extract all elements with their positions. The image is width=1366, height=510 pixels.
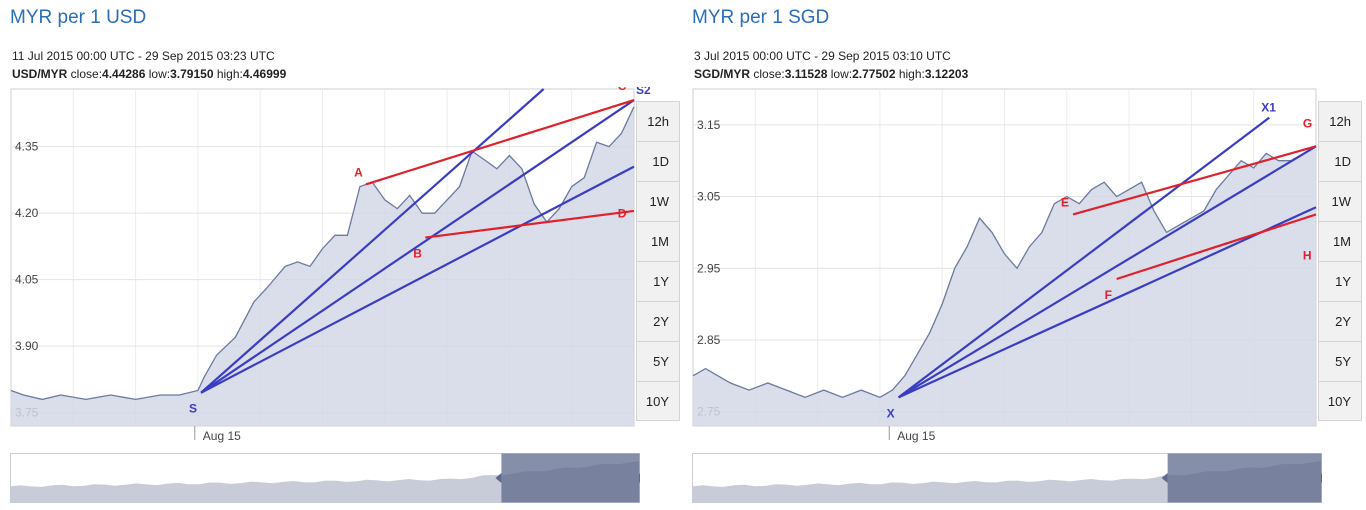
navigator-area [10,461,640,503]
navigator-handle-right [1321,473,1322,483]
y-tick-label: 3.90 [15,339,39,353]
time-button-1y[interactable]: 1Y [636,261,680,301]
low-label: low: [827,67,853,81]
time-button-1d[interactable]: 1D [636,141,680,181]
close-value: 3.11528 [784,67,828,81]
navigator-handle-left [1161,473,1168,483]
time-button-1w[interactable]: 1W [636,181,680,221]
y-tick-label: 2.85 [697,333,721,347]
y-tick-label: 4.05 [15,273,39,287]
chart-title[interactable]: MYR per 1 SGD [692,7,830,28]
trend-line [897,116,1270,399]
series-line [692,145,1317,399]
time-button-1y[interactable]: 1Y [1318,261,1362,301]
stats-line: SGD/MYR close:3.11528 low:2.77502 high:3… [694,67,968,81]
point-label: A [354,165,363,179]
time-button-12h[interactable]: 12h [1318,101,1362,141]
high-label: high: [213,67,243,81]
time-button-5y[interactable]: 5Y [1318,341,1362,381]
stats-line: USD/MYR close:4.44286 low:3.79150 high:4… [12,67,286,81]
trend-line [1116,213,1317,281]
time-button-5y[interactable]: 5Y [636,341,680,381]
navigator-selection [1167,453,1322,503]
point-label: D [618,207,627,221]
series-area [11,106,634,426]
y-tick-label: 3.05 [697,190,721,204]
trend-line [200,99,635,394]
y-tick-label: 4.35 [15,140,39,154]
navigator-area [692,461,1322,503]
date-range: 11 Jul 2015 00:00 UTC - 29 Sep 2015 03:2… [12,49,275,63]
series-area [693,146,1316,426]
trend-line [200,88,545,394]
time-button-1d[interactable]: 1D [1318,141,1362,181]
x-tick-label: Aug 15 [897,429,935,443]
navigator-strip[interactable] [692,453,1322,503]
trend-line [898,206,1317,399]
close-value: 4.44286 [102,67,146,81]
high-label: high: [895,67,925,81]
price-plot[interactable]: 4.354.204.053.903.75S1S2S3SABCDAug 15 [10,87,682,447]
time-button-1m[interactable]: 1M [636,221,680,261]
time-button-12h[interactable]: 12h [636,101,680,141]
trend-line [425,209,635,239]
point-label: S [189,402,197,416]
time-button-10y[interactable]: 10Y [636,381,680,421]
high-value: 3.12203 [924,67,969,81]
chart-title[interactable]: MYR per 1 USD [10,7,147,28]
pair-label: SGD/MYR [694,67,751,81]
trend-line [365,99,635,186]
navigator-handle-right [639,473,640,483]
low-label: low: [145,67,171,81]
sgd-chart-panel: MYR per 1 SGD 3 Jul 2015 00:00 UTC - 29 … [692,0,1364,510]
price-plot[interactable]: 3.153.052.952.852.75X1X2X3XEFGHAug 15 [692,87,1364,447]
navigator-handle-left [495,473,502,483]
y-tick-label: 3.15 [697,118,721,132]
point-label: X [887,406,895,420]
high-value: 4.46999 [242,67,287,81]
time-button-2y[interactable]: 2Y [636,301,680,341]
point-label: H [1303,249,1312,263]
point-label: F [1105,288,1112,302]
time-button-1m[interactable]: 1M [1318,221,1362,261]
usd-chart-panel: MYR per 1 USD 11 Jul 2015 00:00 UTC - 29… [10,0,682,510]
point-label: C [618,87,627,93]
trend-line-label: X1 [1261,101,1276,115]
navigator-selection [501,453,640,503]
trend-line [200,165,635,394]
x-tick-label: Aug 15 [203,429,241,443]
pair-label: USD/MYR [12,67,68,81]
time-button-1w[interactable]: 1W [1318,181,1362,221]
time-button-10y[interactable]: 10Y [1318,381,1362,421]
time-range-buttons: 12h 1D 1W 1M 1Y 2Y 5Y 10Y [636,101,680,421]
trend-line [898,145,1317,399]
low-value: 3.79150 [170,67,214,81]
trend-line [1072,145,1317,216]
point-label: G [1303,117,1312,131]
y-tick-label: 2.95 [697,261,721,275]
date-range: 3 Jul 2015 00:00 UTC - 29 Sep 2015 03:10… [694,49,951,63]
point-label: B [413,247,422,261]
trend-line-label: S2 [636,87,651,97]
close-label: close: [750,67,785,81]
navigator-strip[interactable] [10,453,640,503]
point-label: E [1061,195,1069,209]
y-tick-label: 4.20 [15,206,39,220]
time-button-2y[interactable]: 2Y [1318,301,1362,341]
series-line [10,106,635,401]
time-range-buttons: 12h 1D 1W 1M 1Y 2Y 5Y 10Y [1318,101,1362,421]
low-value: 2.77502 [852,67,896,81]
close-label: close: [67,67,103,81]
